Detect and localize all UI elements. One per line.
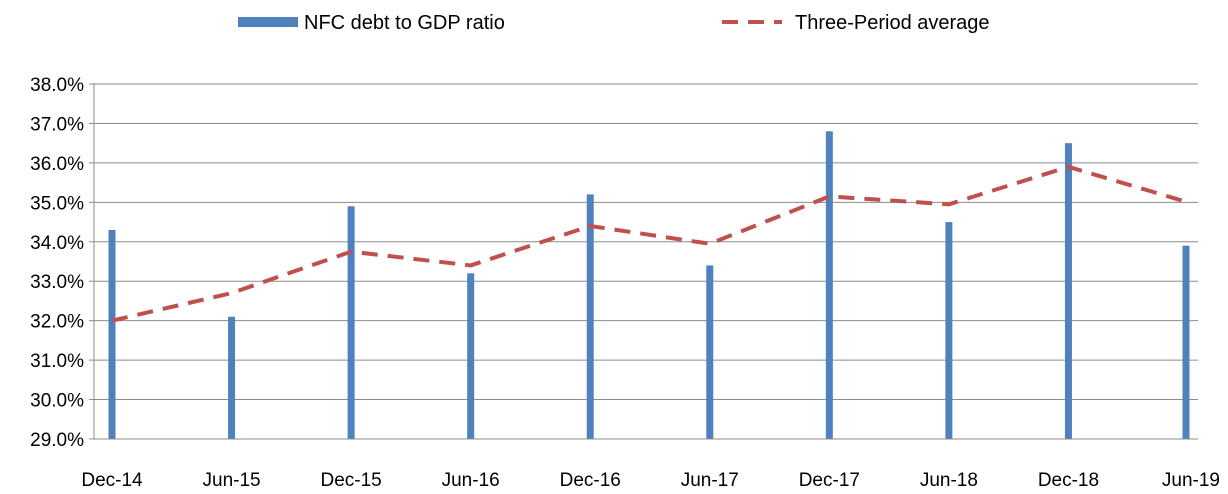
- bar: [467, 273, 475, 439]
- x-tick-label: Jun-15: [203, 470, 261, 491]
- legend: NFC debt to GDP ratio Three-Period avera…: [238, 12, 990, 34]
- x-tick-label: Dec-14: [81, 470, 143, 491]
- y-tick-label: 31.0%: [30, 351, 84, 372]
- bar: [1182, 245, 1190, 439]
- x-tick-label: Dec-18: [1038, 470, 1099, 491]
- x-tick-label: Jun-18: [920, 470, 978, 491]
- bar: [825, 131, 833, 440]
- bar: [108, 229, 116, 439]
- bar: [586, 194, 594, 439]
- bar: [1064, 143, 1072, 439]
- line-series: [111, 164, 1189, 323]
- y-tick-label: 37.0%: [30, 114, 84, 135]
- x-tick-label: Jun-19: [1162, 470, 1220, 491]
- y-tick-label: 29.0%: [30, 430, 84, 451]
- y-axis-tick-labels: 29.0% 30.0% 31.0% 32.0% 33.0% 34.0% 35.0% 36.0%…: [30, 75, 84, 451]
- legend-swatch-bar-series: [238, 17, 298, 27]
- x-axis-tick-labels: Dec-14 Jun-15 Dec-15 Jun-16 Dec-16 Jun-17 Dec-…: [81, 470, 1220, 491]
- axes: [89, 83, 1198, 440]
- x-tick-label: Jun-16: [442, 470, 500, 491]
- bar-series: [108, 131, 1190, 440]
- y-tick-label: 38.0%: [30, 75, 84, 96]
- y-tick-label: 30.0%: [30, 391, 84, 412]
- y-tick-label: 33.0%: [30, 272, 84, 293]
- bar: [347, 206, 355, 439]
- x-tick-label: Jun-17: [681, 470, 739, 491]
- y-tick-label: 35.0%: [30, 193, 84, 214]
- y-tick-label: 34.0%: [30, 233, 84, 254]
- x-tick-label: Dec-15: [320, 470, 381, 491]
- y-tick-label: 36.0%: [30, 154, 84, 175]
- y-tick-label: 32.0%: [30, 312, 84, 333]
- bar: [945, 222, 953, 439]
- legend-label-line-series: Three-Period average: [795, 12, 990, 34]
- x-tick-label: Dec-17: [799, 470, 860, 491]
- bar: [228, 316, 236, 439]
- x-tick-label: Dec-16: [560, 470, 621, 491]
- gridlines: [94, 83, 1198, 401]
- bar: [706, 265, 714, 439]
- legend-label-bar-series: NFC debt to GDP ratio: [304, 12, 505, 34]
- average-line: [111, 164, 1189, 323]
